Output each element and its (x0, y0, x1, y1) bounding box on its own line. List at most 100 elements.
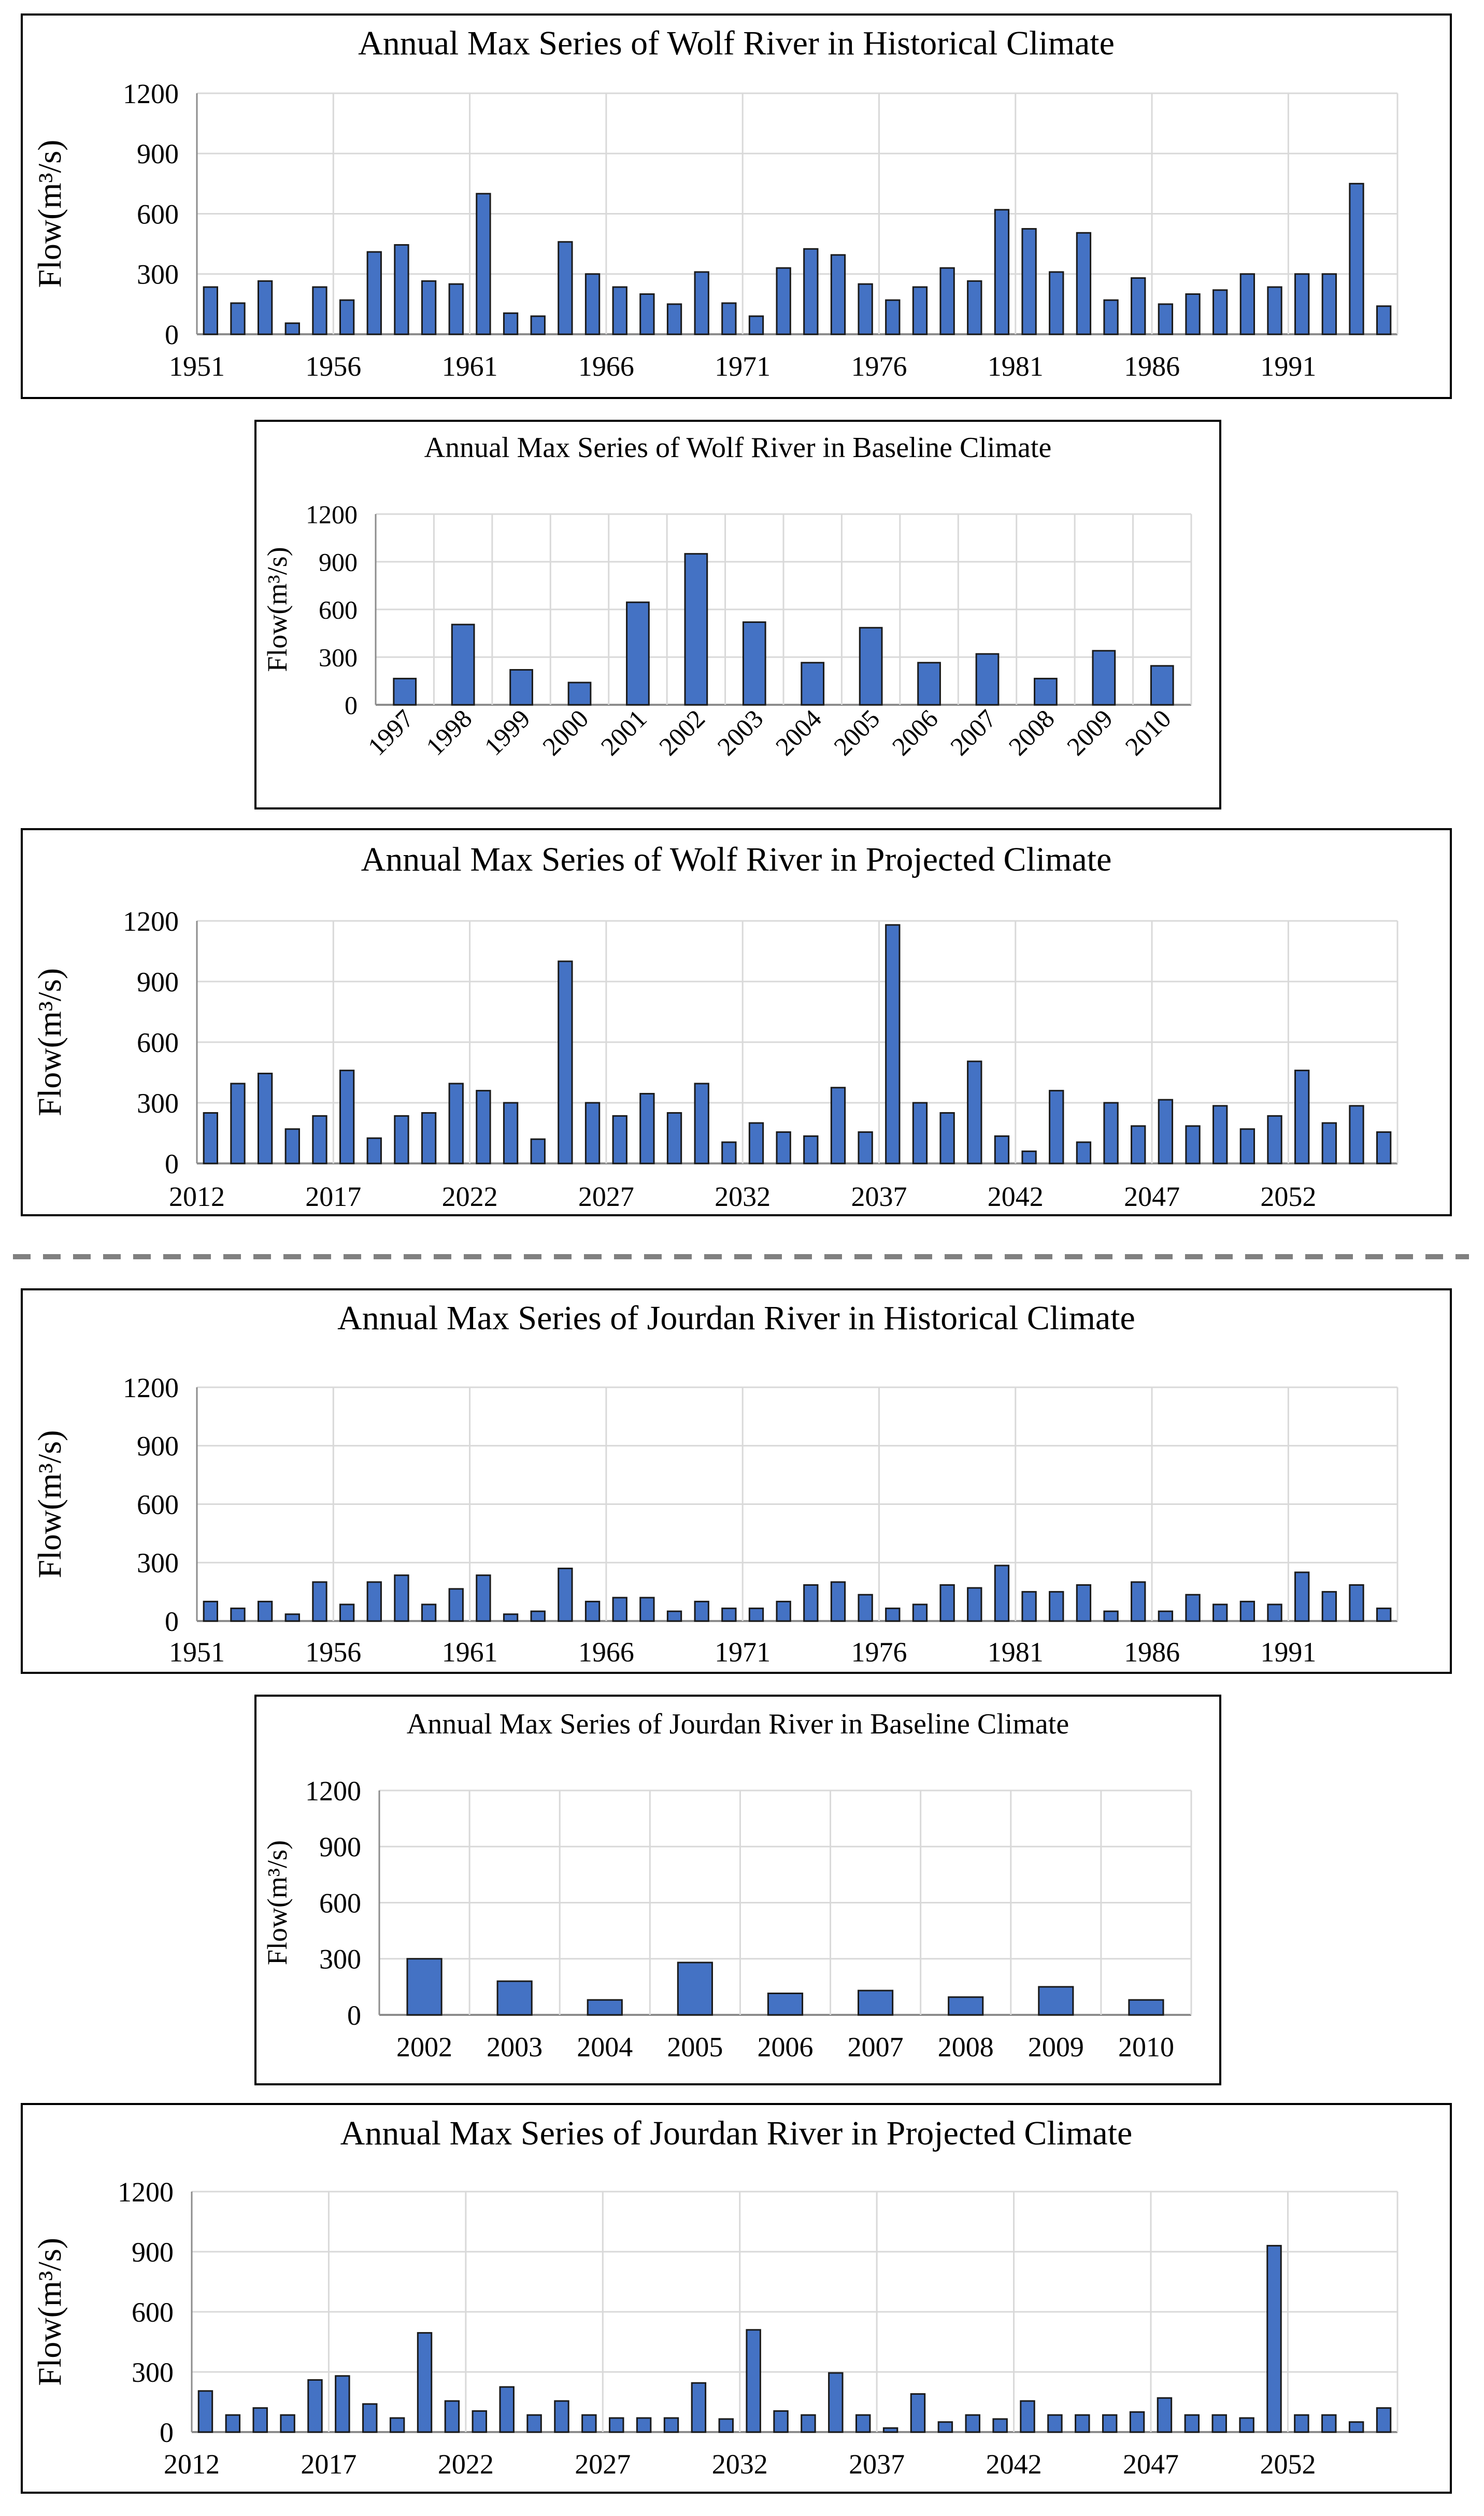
bar-1988 (1212, 289, 1228, 335)
chart-1: Annual Max Series of Wolf River in Histo… (21, 13, 1452, 399)
y-tick-label: 600 (132, 2297, 174, 2328)
x-tick-label: 2022 (442, 1181, 498, 1212)
bar-1984 (1103, 299, 1119, 335)
chart-title: Annual Max Series of Wolf River in Histo… (358, 24, 1115, 62)
x-tick-label: 2052 (1260, 1181, 1316, 1212)
bar-1974 (830, 1581, 846, 1622)
y-tick-label: 1200 (123, 1372, 179, 1403)
y-tick-label: 0 (345, 691, 358, 720)
x-tick-label: 2002 (396, 2031, 452, 2063)
bar-2000 (567, 681, 592, 706)
bar-2007 (975, 653, 1000, 706)
chart-title: Annual Max Series of Wolf River in Basel… (424, 432, 1052, 464)
bar-2044 (1075, 2414, 1090, 2433)
y-tick-label: 1200 (306, 500, 358, 529)
bar-1972 (776, 1600, 791, 1622)
bar-1984 (1103, 1610, 1119, 1622)
bar-1970 (721, 302, 737, 335)
bar-1987 (1185, 293, 1201, 335)
bar-1980 (994, 1565, 1010, 1622)
y-tick-label: 900 (319, 548, 358, 577)
bar-1951 (203, 1600, 218, 1622)
bar-2046 (1129, 2411, 1145, 2433)
x-tick-label: 1991 (1260, 351, 1316, 382)
bar-1978 (939, 267, 955, 335)
chart-title: Annual Max Series of Jourdan River in Pr… (340, 2114, 1133, 2152)
x-tick-label: 2022 (438, 2449, 494, 2480)
bar-2029 (666, 1112, 682, 1164)
bar-2026 (584, 1102, 601, 1164)
bar-2024 (526, 2414, 542, 2433)
bar-2009 (1038, 1986, 1074, 2016)
bar-2006 (917, 662, 941, 706)
bar-1981 (1021, 1591, 1037, 1622)
chart-title: Annual Max Series of Jourdan River in Ba… (407, 1708, 1069, 1740)
bar-1954 (284, 1613, 300, 1622)
bar-1990 (1267, 286, 1282, 335)
bar-1967 (639, 1597, 655, 1622)
chart-5: Annual Max Series of Jourdan River in Ba… (254, 1695, 1221, 2085)
bar-2029 (663, 2417, 679, 2433)
bar-2035 (830, 1087, 846, 1164)
bar-1973 (803, 1584, 819, 1622)
bar-1987 (1185, 1594, 1201, 1622)
bar-1968 (666, 303, 682, 335)
bar-2054 (1348, 2421, 1364, 2433)
x-tick-label: 1961 (442, 1637, 498, 1668)
bar-2017 (339, 1070, 355, 1164)
x-tick-label: 1966 (578, 351, 634, 382)
y-axis-label: Flow(m³/s) (262, 547, 293, 672)
bar-2038 (912, 1102, 928, 1164)
y-tick-label: 300 (137, 259, 179, 290)
bar-1989 (1239, 1600, 1255, 1622)
chart-frame (21, 13, 1452, 399)
bar-1958 (394, 244, 409, 335)
bar-1966 (612, 1597, 627, 1622)
bar-1971 (748, 315, 764, 335)
bar-2030 (694, 1083, 709, 1164)
bar-2005 (859, 627, 883, 706)
bar-2025 (558, 960, 573, 1164)
bar-1982 (1049, 271, 1064, 335)
bar-2005 (677, 1961, 713, 2016)
x-tick-label: 2012 (164, 2449, 220, 2480)
y-tick-label: 0 (165, 319, 179, 350)
bar-1957 (366, 1581, 382, 1622)
y-tick-label: 300 (137, 1088, 179, 1119)
y-tick-label: 300 (137, 1547, 179, 1579)
bar-1952 (230, 1608, 246, 1622)
bar-1955 (312, 286, 327, 335)
bar-1993 (1349, 182, 1364, 335)
bar-1983 (1076, 232, 1092, 335)
bar-2047 (1157, 2397, 1173, 2433)
bar-1963 (530, 1610, 546, 1622)
bar-2043 (1047, 2414, 1063, 2433)
y-tick-label: 300 (319, 1944, 361, 1975)
bar-2027 (612, 1115, 627, 1164)
bar-1986 (1158, 303, 1174, 335)
bar-2003 (742, 621, 766, 706)
bar-2009 (1092, 650, 1116, 706)
bar-2020 (417, 2332, 433, 2433)
x-tick-label: 2009 (1028, 2031, 1084, 2063)
chart-2: Annual Max Series of Wolf River in Basel… (254, 420, 1221, 809)
bar-2008 (948, 1996, 984, 2016)
bar-2039 (937, 2421, 953, 2433)
bar-2024 (530, 1138, 546, 1164)
y-axis-label: Flow(m³/s) (31, 2238, 68, 2386)
bar-2035 (828, 2372, 844, 2433)
bar-1985 (1131, 277, 1146, 335)
x-tick-label: 2032 (715, 1181, 770, 1212)
bar-2041 (992, 2418, 1008, 2433)
bar-1997 (393, 677, 417, 706)
bar-2021 (444, 2400, 460, 2433)
bar-2028 (639, 1092, 655, 1164)
bar-1959 (421, 280, 437, 335)
bar-1976 (885, 1608, 901, 1622)
y-axis-label: Flow(m³/s) (31, 140, 68, 288)
bar-2012 (203, 1112, 218, 1164)
bar-2003 (496, 1980, 533, 2016)
bar-2033 (773, 2410, 789, 2433)
chart-frame (254, 420, 1221, 809)
